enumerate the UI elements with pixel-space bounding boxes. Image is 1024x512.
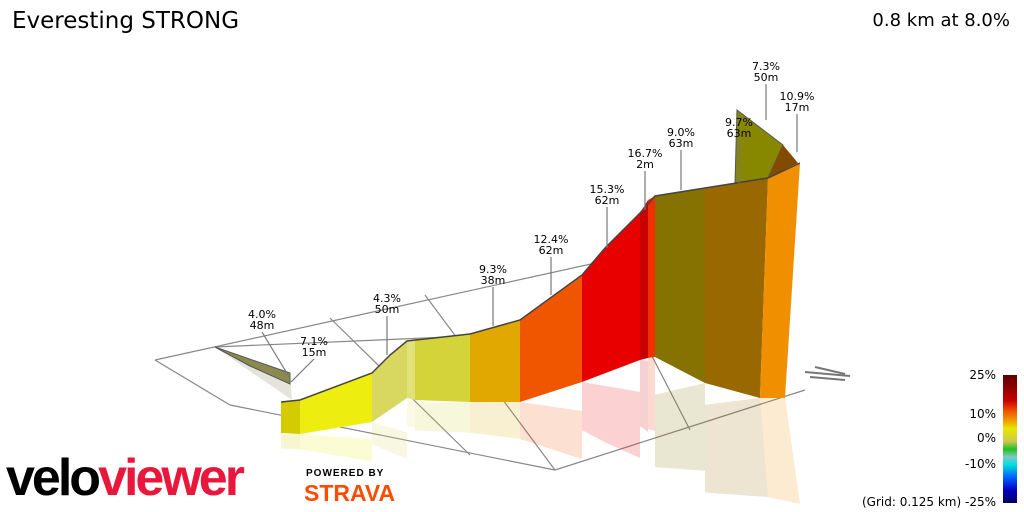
segment-grade-label: 7.3% — [752, 60, 780, 73]
legend-tick-label: 0% — [977, 431, 996, 445]
climb-summary: 0.8 km at 8.0% — [872, 10, 1010, 31]
profile-reflection — [520, 402, 582, 460]
legend-tick-label: (Grid: 0.125 km) -25% — [862, 495, 996, 509]
profile-segment — [760, 163, 800, 398]
profile-reflection — [372, 422, 407, 459]
segment-grade-label: 9.3% — [479, 263, 507, 276]
segment-grade-label: 12.4% — [534, 233, 569, 246]
logo-part-viewer: viewer — [98, 449, 245, 507]
profile-back-face — [214, 346, 291, 385]
segment-length-label: 62m — [595, 194, 620, 207]
segment-length-label: 50m — [375, 303, 400, 316]
profile-segment — [407, 339, 415, 400]
profile-segment — [655, 188, 705, 383]
profile-back-face — [768, 145, 798, 178]
profile-reflection — [640, 360, 648, 432]
segment-grade-label: 7.1% — [300, 335, 328, 348]
segment-leader-line — [290, 358, 315, 383]
segment-length-label: 63m — [727, 127, 752, 140]
profile-segment — [470, 320, 520, 402]
logo-part-velo: velo — [6, 449, 101, 507]
profile-segment — [300, 373, 372, 434]
profile-reflection — [300, 434, 372, 462]
direction-arrow-icon — [809, 376, 846, 381]
profile-reflection — [582, 382, 640, 459]
grade-color-scale — [1003, 375, 1017, 503]
profile-segment — [582, 213, 640, 382]
segment-grade-label: 4.0% — [248, 308, 276, 321]
profile-segment — [372, 341, 407, 422]
legend-tick-label: 25% — [969, 368, 996, 382]
profile-segment — [648, 196, 655, 358]
segment-length-label: 62m — [539, 244, 564, 257]
legend-tick-label: -10% — [965, 457, 996, 471]
segment-length-label: 38m — [481, 274, 506, 287]
grid-line — [554, 389, 806, 471]
profile-reflection — [705, 398, 768, 497]
profile-segment — [415, 334, 470, 402]
profile-back-face — [215, 347, 292, 400]
profile-segment — [520, 275, 582, 402]
segment-length-label: 15m — [302, 346, 327, 359]
segment-length-label: 50m — [754, 71, 779, 84]
segment-grade-label: 10.9% — [780, 90, 815, 103]
direction-arrow-icon — [804, 371, 851, 377]
profile-reflection — [281, 434, 300, 450]
segment-grade-label: 4.3% — [373, 292, 401, 305]
veloviewer-logo: veloviewer — [6, 448, 245, 508]
segment-length-label: 17m — [785, 101, 810, 114]
segment-leader-line — [261, 331, 289, 376]
segment-grade-label: 15.3% — [590, 183, 625, 196]
profile-reflection — [648, 358, 655, 431]
direction-arrow-icon — [814, 366, 846, 375]
profile-top-line — [280, 162, 801, 403]
profile-segment — [281, 400, 300, 434]
segment-length-label: 2m — [636, 158, 654, 171]
grid-line — [154, 359, 231, 406]
profile-segment — [640, 200, 648, 360]
profile-reflection — [470, 402, 520, 439]
profile-reflection — [407, 400, 415, 428]
segment-grade-label: 9.0% — [667, 126, 695, 139]
profile-reflection — [655, 383, 705, 471]
profile-reflection — [760, 398, 800, 504]
strava-logo: STRAVA — [304, 480, 396, 506]
segment-length-label: 63m — [669, 137, 694, 150]
segment-grade-label: 9.7% — [725, 116, 753, 129]
segment-length-label: 48m — [250, 319, 275, 332]
powered-by-label: POWERED BY — [306, 468, 385, 479]
profile-segment — [705, 178, 768, 398]
legend-tick-label: 10% — [969, 407, 996, 421]
segment-grade-label: 16.7% — [628, 147, 663, 160]
chart-title: Everesting STRONG — [12, 8, 240, 34]
profile-reflection — [415, 402, 470, 433]
